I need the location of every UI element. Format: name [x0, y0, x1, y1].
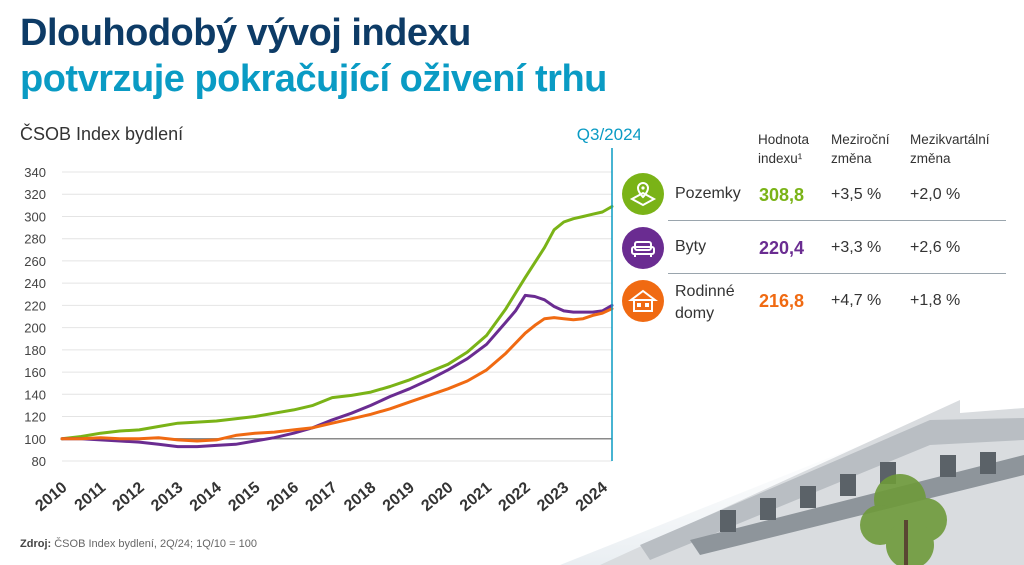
- x-tick-label: 2014: [187, 479, 225, 515]
- y-tick-label: 140: [24, 387, 46, 402]
- y-tick-label: 220: [24, 298, 46, 313]
- series-line-rodinné-domy: [60, 307, 614, 443]
- series-line-byty: [60, 293, 614, 449]
- x-tick-label: 2017: [303, 479, 341, 515]
- x-tick-label: 2021: [457, 479, 495, 515]
- x-tick-label: 2020: [418, 479, 456, 515]
- y-tick-label: 300: [24, 209, 46, 224]
- index-line-chart: 80 100 120 140 160 180 200 220 240 260 280 300 320 34…: [24, 125, 640, 515]
- q3-2024-marker-label: Q3/2024: [577, 125, 640, 144]
- page-title: Dlouhodobý vývoj indexu: [20, 12, 471, 54]
- x-tick-label: 2022: [496, 479, 534, 515]
- series-line-pozemky: [60, 205, 614, 441]
- source-label: Zdroj:: [20, 538, 52, 550]
- y-tick-label: 160: [24, 365, 46, 380]
- x-tick-label: 2010: [32, 479, 70, 515]
- y-tick-label: 80: [32, 454, 46, 469]
- source-note: Zdroj: ČSOB Index bydlení, 2Q/24; 1Q/10 …: [20, 538, 257, 550]
- x-tick-label: 2023: [534, 479, 572, 515]
- y-tick-label: 260: [24, 254, 46, 269]
- y-tick-label: 280: [24, 232, 46, 247]
- x-tick-label: 2015: [225, 479, 263, 515]
- y-tick-label: 100: [24, 432, 46, 447]
- source-text: ČSOB Index bydlení, 2Q/24; 1Q/10 = 100: [51, 538, 257, 550]
- x-tick-label: 2024: [573, 479, 611, 515]
- y-tick-label: 180: [24, 343, 46, 358]
- y-tick-label: 340: [24, 165, 46, 180]
- x-tick-label: 2011: [72, 479, 110, 514]
- x-tick-label: 2016: [264, 479, 302, 515]
- y-tick-label: 240: [24, 276, 46, 291]
- y-tick-label: 120: [24, 410, 46, 425]
- page-subtitle-headline: potvrzuje pokračující oživení trhu: [20, 58, 607, 100]
- x-tick-label: 2012: [110, 479, 148, 515]
- x-tick-label: 2018: [341, 479, 379, 515]
- x-tick-label: 2019: [380, 479, 418, 515]
- y-tick-label: 200: [24, 321, 46, 336]
- y-tick-label: 320: [24, 187, 46, 202]
- chart-title: ČSOB Index bydlení: [20, 124, 184, 144]
- x-tick-label: 2013: [148, 479, 186, 515]
